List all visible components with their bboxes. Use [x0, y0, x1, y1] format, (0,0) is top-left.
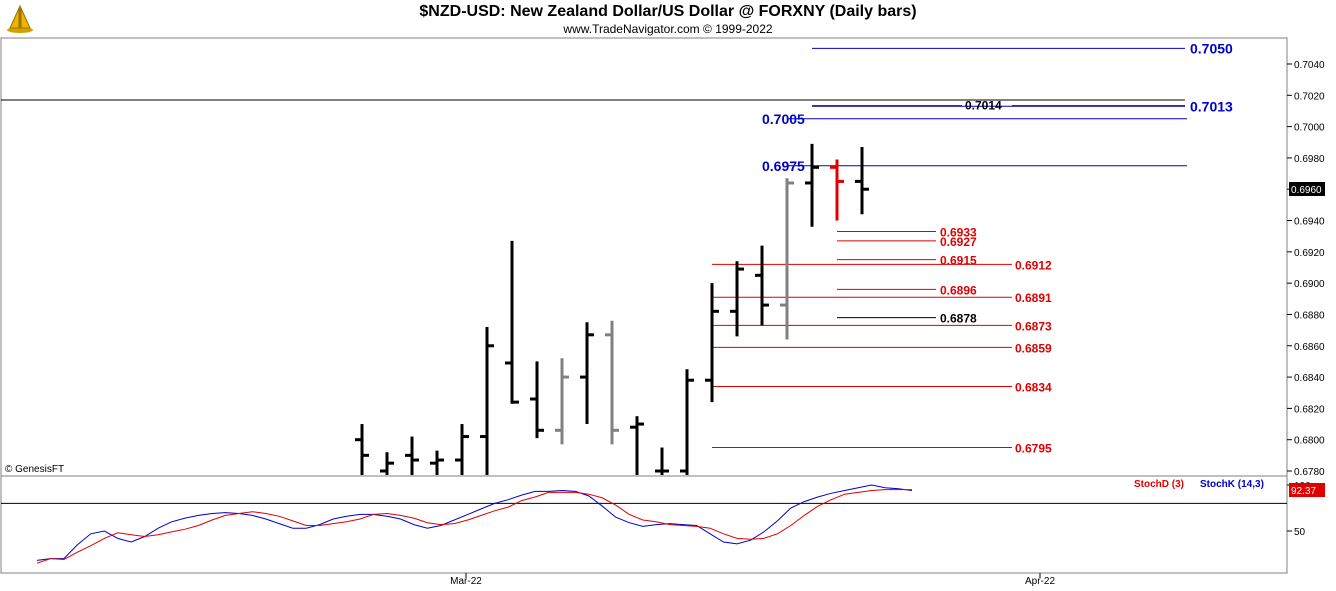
- stochd-legend: StochD (3): [1134, 479, 1184, 490]
- stoch-value-tag: 92.37: [1289, 483, 1325, 497]
- stochk-legend: StochK (14,3): [1200, 479, 1264, 490]
- stochastic-lines: [36, 484, 913, 564]
- level-label: 0.7005: [762, 111, 805, 127]
- price-tick-label: 0.7020: [1294, 91, 1325, 102]
- price-tick-label: 0.6980: [1294, 154, 1325, 165]
- price-tick-label: 0.7040: [1294, 60, 1325, 71]
- stochd-line: [36, 489, 912, 564]
- level-label: 0.7014: [965, 99, 1002, 113]
- price-levels: 0.70500.70130.70140.70050.69750.69330.69…: [1, 40, 1233, 456]
- level-label: 0.6859: [1015, 341, 1052, 355]
- last-price-tag: 0.6960: [1289, 182, 1325, 196]
- level-label: 0.6891: [1015, 291, 1052, 305]
- level-label: 0.6878: [940, 312, 977, 326]
- price-panel-frame: [0, 37, 1288, 477]
- level-label: 0.6975: [762, 158, 805, 174]
- time-axis: Mar-22 Apr-22: [450, 573, 1055, 587]
- price-tick-label: 0.6900: [1294, 279, 1325, 290]
- level-label: 0.6834: [1015, 380, 1052, 394]
- ohlc-bars: [355, 143, 869, 475]
- stoch-panel-frame: [0, 475, 1288, 574]
- stoch-value-label: 92.37: [1291, 486, 1316, 497]
- chart-subtitle: www.TradeNavigator.com © 1999-2022: [563, 22, 773, 36]
- genesis-watermark: © GenesisFT: [5, 464, 64, 475]
- stoch-axis: 10050: [1, 481, 1311, 538]
- level-label: 0.6896: [940, 283, 977, 297]
- level-label: 0.6912: [1015, 258, 1052, 272]
- price-axis: 0.7040 0.7020 0.7000 0.6980 0.6960 0.6940 0.69…: [1287, 60, 1325, 478]
- price-tick-label: 0.6780: [1294, 467, 1325, 478]
- price-tick-label: 0.6860: [1294, 342, 1325, 353]
- time-tick-label: Apr-22: [1025, 576, 1055, 587]
- level-label: 0.7013: [1190, 98, 1233, 114]
- time-tick-label: Mar-22: [450, 576, 482, 587]
- price-tick-label: 0.6880: [1294, 310, 1325, 321]
- level-label: 0.7050: [1190, 40, 1233, 56]
- price-tick-label: 0.6800: [1294, 436, 1325, 447]
- level-label: 0.6915: [940, 254, 977, 268]
- level-label: 0.6933: [940, 225, 977, 239]
- stochk-line: [36, 484, 913, 561]
- last-price-label: 0.6960: [1291, 185, 1322, 196]
- chart-header: $NZD-USD: New Zealand Dollar/US Dollar @…: [0, 0, 1336, 38]
- price-tick-label: 0.6820: [1294, 404, 1325, 415]
- price-tick-label: 0.6840: [1294, 373, 1325, 384]
- level-label: 0.6795: [1015, 442, 1052, 456]
- price-tick-label: 0.6940: [1294, 217, 1325, 228]
- level-label: 0.6873: [1015, 319, 1052, 333]
- chart-title: $NZD-USD: New Zealand Dollar/US Dollar @…: [419, 3, 917, 20]
- stoch-tick-label: 50: [1294, 527, 1306, 538]
- level-label: 0.6927: [940, 235, 977, 249]
- price-tick-label: 0.7000: [1294, 123, 1325, 134]
- logo-icon: [7, 4, 33, 33]
- price-tick-label: 0.6920: [1294, 248, 1325, 259]
